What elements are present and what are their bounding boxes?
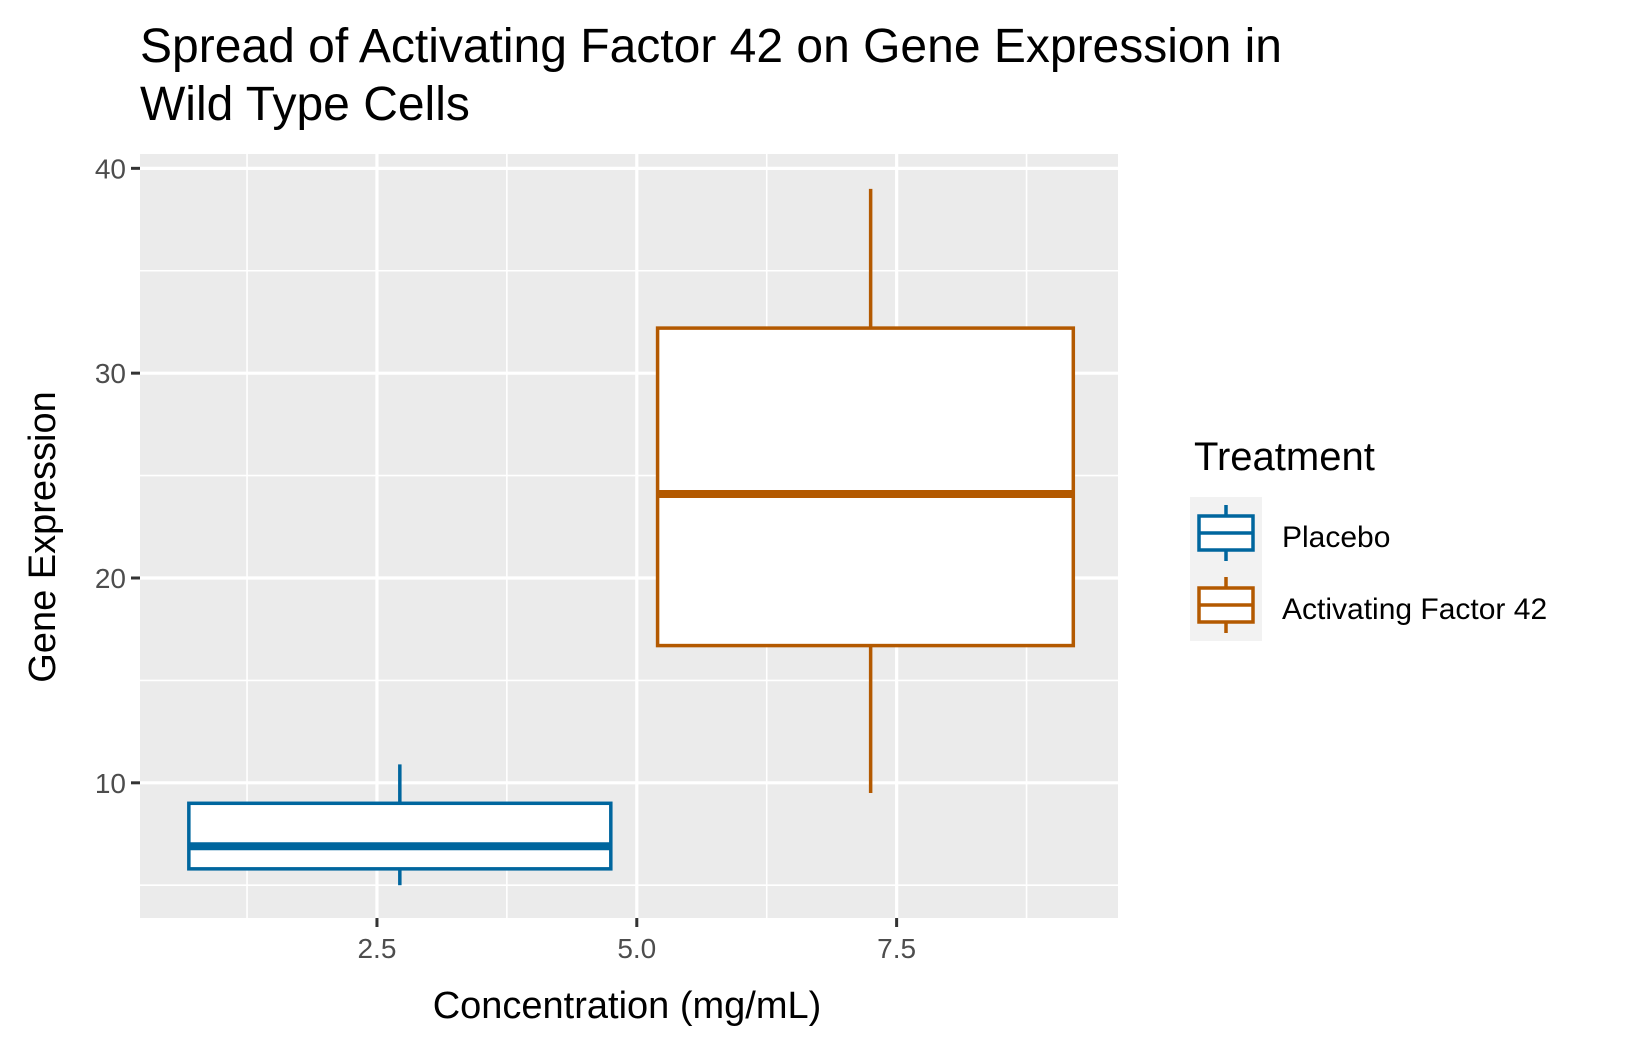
chart-title-line-2: Wild Type Cells — [140, 78, 470, 131]
legend: Treatment Placebo Activating Factor 42 — [1190, 435, 1547, 641]
x-tick-label: 2.5 — [357, 933, 396, 964]
chart-title-line-1: Spread of Activating Factor 42 on Gene E… — [140, 20, 1282, 73]
box-placebo — [187, 764, 613, 886]
box-series — [187, 188, 1076, 886]
x-tick-label: 5.0 — [617, 933, 656, 964]
x-axis: 2.5 5.0 7.5 — [357, 918, 916, 964]
legend-key-activating-factor-42 — [1197, 577, 1255, 633]
y-tick-label: 10 — [95, 768, 126, 799]
legend-label-activating-factor-42: Activating Factor 42 — [1282, 593, 1547, 626]
box-body-placebo — [187, 801, 613, 871]
legend-label-placebo: Placebo — [1282, 521, 1390, 554]
legend-title: Treatment — [1194, 435, 1375, 479]
legend-key-placebo — [1197, 505, 1255, 561]
legend-keys — [1197, 505, 1255, 633]
box-activating-factor-42 — [655, 188, 1076, 794]
x-tick-label: 7.5 — [877, 933, 916, 964]
y-tick-label: 30 — [95, 358, 126, 389]
x-axis-title: Concentration (mg/mL) — [433, 985, 822, 1027]
y-axis: 10 20 30 40 — [95, 153, 140, 799]
y-tick-label: 20 — [95, 563, 126, 594]
box-body-activating-factor-42 — [655, 326, 1076, 648]
y-tick-label: 40 — [95, 153, 126, 184]
y-axis-title: Gene Expression — [22, 391, 64, 683]
